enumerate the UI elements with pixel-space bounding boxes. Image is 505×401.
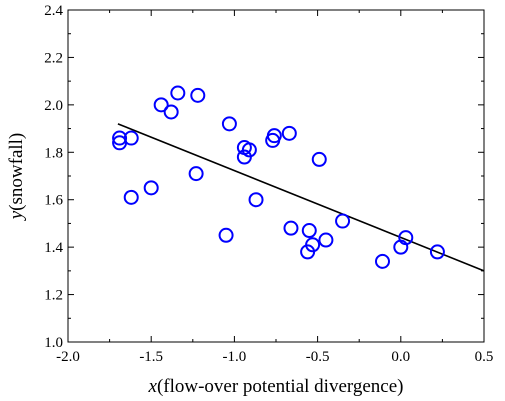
data-point (170, 85, 186, 101)
data-point (311, 151, 327, 167)
x-tick-label: -1.0 (223, 349, 247, 365)
x-tick-label: -0.5 (306, 349, 330, 365)
y-tick-label: 1.6 (44, 193, 63, 209)
data-point (163, 104, 179, 120)
data-point (218, 227, 234, 243)
data-point (398, 230, 414, 246)
data-point (335, 213, 351, 229)
x-axis-ticks (67, 10, 485, 342)
data-point (221, 116, 237, 132)
data-point (374, 253, 390, 269)
x-axis-text: (flow-over potential divergence) (157, 376, 404, 397)
data-point (123, 189, 139, 205)
y-axis-ticks (68, 9, 484, 343)
x-axis-label: x(flow-over potential divergence) (148, 376, 404, 397)
y-tick-label: 2.2 (44, 50, 63, 66)
data-point (188, 166, 204, 182)
y-axis-text: (snowfall) (6, 133, 27, 211)
y-tick-label: 2.0 (44, 98, 63, 114)
y-tick-label: 1.8 (44, 145, 63, 161)
x-tick-label: 0.0 (391, 349, 410, 365)
plot-frame (67, 9, 485, 343)
plot-border (67, 9, 485, 343)
data-point (281, 125, 297, 141)
data-point (143, 180, 159, 196)
data-point (301, 223, 317, 239)
data-point (305, 237, 321, 253)
data-point (241, 142, 257, 158)
data-point (283, 220, 299, 236)
x-axis-tick-labels: -2.0 -1.5 -1.0 -0.5 0.0 0.5 (56, 349, 493, 365)
y-axis-label: y(snowfall) (6, 133, 27, 222)
data-point (112, 130, 128, 146)
x-tick-label: 0.5 (475, 349, 494, 365)
data-point (248, 192, 264, 208)
data-point (123, 130, 139, 146)
data-point (153, 97, 169, 113)
data-point (190, 87, 206, 103)
y-axis-tick-labels: 1.0 1.2 1.4 1.6 1.8 2.0 2.2 2.4 (44, 3, 63, 351)
y-tick-label: 1.2 (44, 288, 63, 304)
data-point (429, 244, 445, 260)
regression-line-group (117, 123, 485, 272)
y-tick-label: 2.4 (44, 3, 63, 19)
y-axis-var: y (6, 210, 27, 221)
x-axis-var: x (148, 376, 158, 397)
data-points (112, 85, 445, 269)
data-point (318, 232, 334, 248)
y-tick-label: 1.0 (44, 335, 63, 351)
x-tick-label: -1.5 (139, 349, 163, 365)
x-tick-label: -2.0 (56, 349, 80, 365)
regression-line (117, 123, 485, 272)
y-tick-label: 1.4 (44, 240, 63, 256)
data-point (266, 128, 282, 144)
